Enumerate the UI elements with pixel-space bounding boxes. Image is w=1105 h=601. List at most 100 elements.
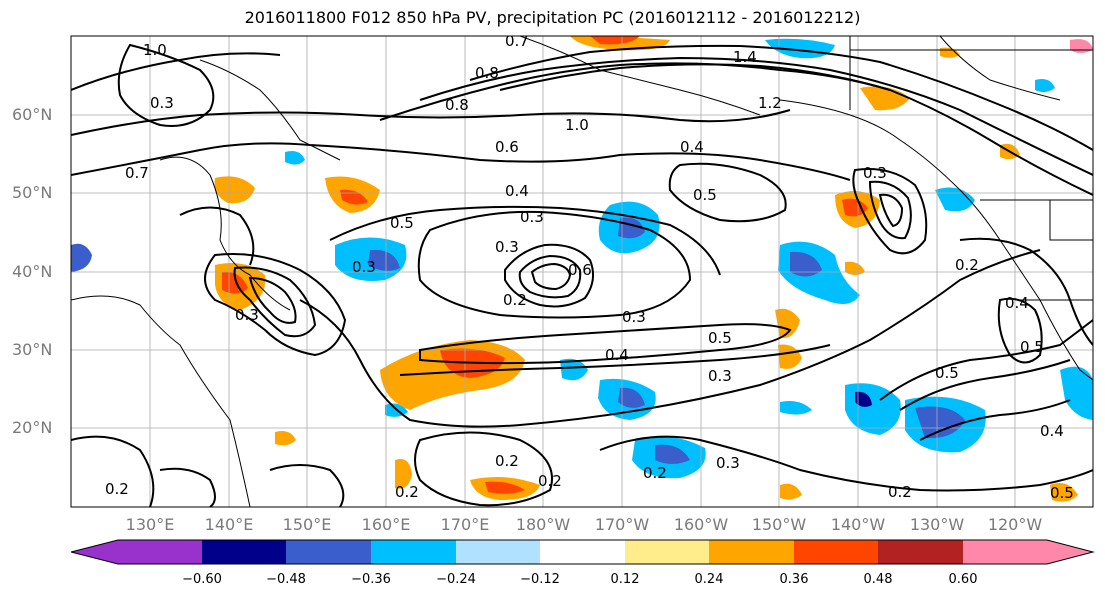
contour-label: 0.4 xyxy=(1040,422,1064,440)
precip-blob xyxy=(855,391,872,407)
colorbar-swatch xyxy=(794,540,878,564)
lon-label: 150°E xyxy=(282,515,332,534)
precip-blob xyxy=(780,483,802,500)
lat-label: 30°N xyxy=(12,340,53,359)
lon-label: 180°W xyxy=(515,515,571,534)
colorbar-tick-label: 0.48 xyxy=(863,572,893,587)
colorbar-tick-label: 0.60 xyxy=(948,572,978,587)
contour-label: 0.2 xyxy=(105,480,129,498)
precip-blob xyxy=(285,151,305,165)
colorbar-swatch xyxy=(371,540,456,564)
colorbar-tick-label: 0.12 xyxy=(610,572,640,587)
precip-blob xyxy=(560,358,588,381)
contour-label: 0.6 xyxy=(495,138,519,156)
contour-label: 0.3 xyxy=(235,306,259,324)
colorbar-extend-high xyxy=(1047,540,1093,564)
lon-label: 170°E xyxy=(440,515,490,534)
contour-label: 0.5 xyxy=(1050,484,1074,502)
contour-label: 0.8 xyxy=(445,96,469,114)
contour-label: 1.0 xyxy=(143,41,167,59)
precip-blob xyxy=(778,344,802,369)
contour-label: 0.3 xyxy=(150,94,174,112)
contour-label: 0.5 xyxy=(693,186,717,204)
precip-blob xyxy=(340,189,368,205)
contour-label: 0.2 xyxy=(395,483,419,501)
contour-label: 1.0 xyxy=(565,116,589,134)
colorbar-tick-label: −0.12 xyxy=(520,572,560,587)
contour-labels: 1.0 0.7 0.8 1.4 1.2 0.8 1.0 0.6 0.4 0.7 … xyxy=(105,36,1074,502)
colorbar-tick-label: −0.36 xyxy=(351,572,391,587)
precip-blob xyxy=(842,198,868,217)
contour-label: 0.2 xyxy=(888,483,912,501)
precip-blob xyxy=(590,36,640,45)
contour-label: 0.4 xyxy=(605,346,629,364)
chart-title: 2016011800 F012 850 hPa PV, precipitatio… xyxy=(244,8,861,27)
contour-label: 0.3 xyxy=(352,258,376,276)
contour-label: 0.8 xyxy=(475,64,499,82)
precip-blob xyxy=(935,187,975,212)
colorbar-tick-label: −0.60 xyxy=(182,572,222,587)
contour-label: 0.6 xyxy=(568,261,592,279)
contour-label: 0.5 xyxy=(708,329,732,347)
lon-label: 140°E xyxy=(204,515,254,534)
contour-label: 0.2 xyxy=(643,464,667,482)
lat-label: 50°N xyxy=(12,183,53,202)
contour-label: 0.2 xyxy=(503,291,527,309)
contour-label: 0.4 xyxy=(680,138,704,156)
contour-label: 1.2 xyxy=(758,94,782,112)
contour-label: 1.4 xyxy=(733,48,757,66)
colorbar-swatch xyxy=(963,540,1047,564)
lon-label: 150°W xyxy=(751,515,807,534)
colorbar-swatch xyxy=(540,540,625,564)
lon-label: 130°W xyxy=(909,515,965,534)
precip-blob xyxy=(790,251,822,277)
map-frame xyxy=(70,35,1094,508)
colorbar-swatch xyxy=(625,540,709,564)
precip-blob xyxy=(1035,79,1055,93)
colorbar-tick-label: 0.24 xyxy=(694,572,724,587)
precip-blob xyxy=(395,459,412,489)
colorbar-tick-label: −0.24 xyxy=(436,572,476,587)
colorbar-extend-low xyxy=(71,540,118,564)
contour-label: 0.4 xyxy=(1005,294,1029,312)
contour-label: 0.3 xyxy=(716,454,740,472)
precip-blob xyxy=(222,271,248,294)
precip-blob xyxy=(1050,482,1078,502)
contour-label: 0.3 xyxy=(622,308,646,326)
colorbar-swatch xyxy=(709,540,794,564)
contour-label: 0.5 xyxy=(390,214,414,232)
precip-shading xyxy=(71,36,1093,502)
lon-label: 130°E xyxy=(125,515,175,534)
contour-label: 0.7 xyxy=(125,164,149,182)
lon-label: 160°W xyxy=(673,515,729,534)
precip-blob xyxy=(915,406,965,439)
colorbar-tick-label: −0.48 xyxy=(266,572,306,587)
colorbar-swatch xyxy=(118,540,202,564)
colorbar-swatch xyxy=(202,540,286,564)
lon-label: 160°E xyxy=(361,515,411,534)
precip-blob xyxy=(1060,366,1093,420)
precip-blob xyxy=(780,401,812,415)
contour-label: 0.3 xyxy=(708,367,732,385)
precip-blob xyxy=(655,444,690,464)
colorbar-swatch xyxy=(456,540,540,564)
contour-label: 0.2 xyxy=(538,472,562,490)
contour-label: 0.5 xyxy=(1020,338,1044,356)
precip-blob xyxy=(368,249,400,271)
contour-label: 0.3 xyxy=(520,208,544,226)
gridlines xyxy=(71,36,1093,507)
precip-blob xyxy=(775,308,800,339)
precip-blob xyxy=(275,431,296,446)
lon-label: 140°W xyxy=(830,515,886,534)
colorbar-tick-label: 0.36 xyxy=(779,572,809,587)
colorbar-swatch xyxy=(878,540,963,564)
lat-label: 40°N xyxy=(12,262,53,281)
coastlines xyxy=(71,36,1093,507)
contour-label: 0.3 xyxy=(495,238,519,256)
contour-label: 0.3 xyxy=(863,164,887,182)
colorbar xyxy=(70,539,1095,565)
pv-contours xyxy=(71,43,1093,507)
contour-label: 0.2 xyxy=(495,452,519,470)
lon-label: 120°W xyxy=(987,515,1043,534)
contour-label: 0.2 xyxy=(955,256,979,274)
